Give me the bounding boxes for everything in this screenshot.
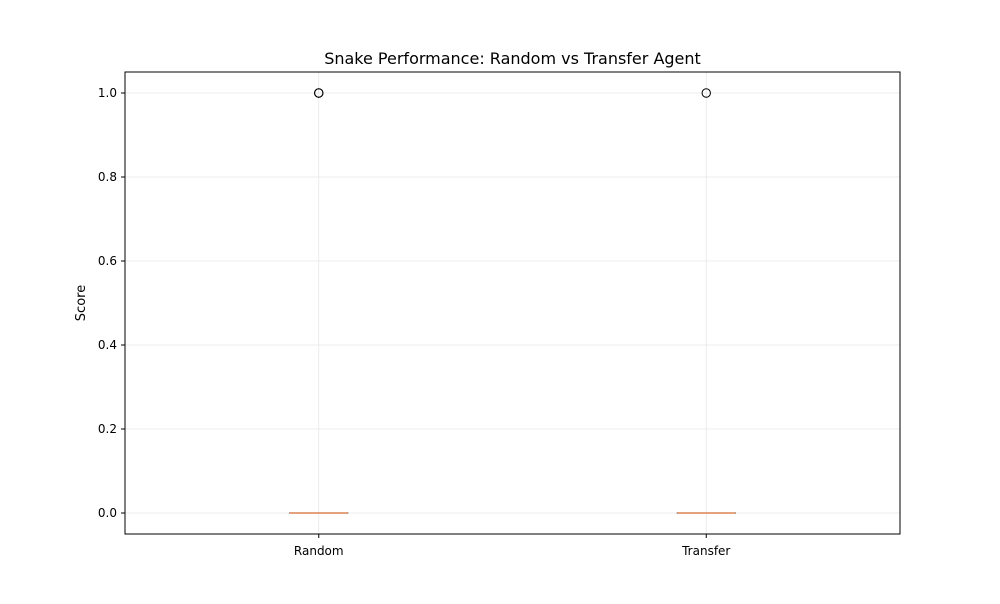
x-tick-label: Transfer — [681, 544, 730, 558]
y-tick-label: 0.0 — [98, 506, 117, 520]
y-tick-label: 0.2 — [98, 422, 117, 436]
y-tick-label: 0.6 — [98, 254, 117, 268]
y-tick-label: 1.0 — [98, 86, 117, 100]
x-tick-label: Random — [294, 544, 344, 558]
tick-layer: 0.0 0.2 0.4 0.6 0.8 1.0 Random Transfer — [98, 86, 731, 558]
box-layer — [290, 89, 736, 513]
grid-layer — [125, 72, 900, 534]
chart-title: Snake Performance: Random vs Transfer Ag… — [324, 49, 701, 68]
plot-frame — [125, 72, 900, 534]
y-axis-label: Score — [74, 285, 89, 321]
y-tick-label: 0.4 — [98, 338, 117, 352]
y-tick-label: 0.8 — [98, 170, 117, 184]
